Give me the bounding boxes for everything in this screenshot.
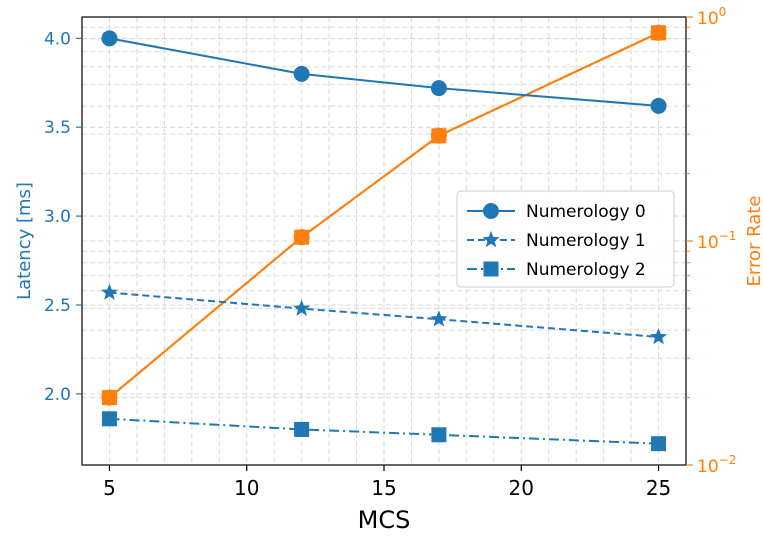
- data-point-square: [651, 436, 667, 452]
- data-point-circle: [101, 30, 118, 47]
- data-point-star: [100, 283, 119, 300]
- data-point-square: [101, 390, 117, 406]
- x-tick-label: 5: [103, 476, 116, 500]
- data-point-square: [294, 421, 310, 437]
- series-line: [109, 37, 659, 107]
- data-point-circle: [650, 97, 667, 114]
- data-point-circle: [483, 203, 499, 219]
- left-y-tick-label: 3.0: [44, 207, 71, 227]
- right-y-axis-label: Error Rate: [744, 196, 763, 287]
- legend: Numerology 0 Numerology 1 Numerology 2: [456, 190, 675, 288]
- data-point-square: [651, 25, 667, 41]
- data-point-star: [430, 310, 448, 327]
- left-y-tick-label: 2.0: [44, 385, 71, 405]
- data-point-square: [431, 128, 447, 144]
- x-tick-label: 25: [646, 476, 671, 500]
- series-latency-dashed: [100, 283, 668, 345]
- series-line: [108, 31, 659, 399]
- right-y-tick-label: 10−2: [697, 453, 736, 477]
- legend-label: Numerology 1: [526, 231, 646, 251]
- data-point-circle: [293, 65, 310, 82]
- left-y-axis-label: Latency [ms]: [14, 182, 35, 300]
- data-point-square: [101, 411, 117, 427]
- data-point-star: [482, 231, 500, 248]
- left-y-tick-label: 4.0: [44, 29, 71, 49]
- series-latency-dashdot: [101, 411, 667, 452]
- x-axis-label: MCS: [358, 506, 411, 534]
- plot-series: [100, 23, 668, 452]
- right-y-tick-label: 10−1: [697, 229, 736, 253]
- data-point-square: [294, 229, 310, 245]
- data-point-square: [483, 261, 499, 277]
- data-point-star: [293, 299, 311, 316]
- x-tick-label: 10: [234, 476, 259, 500]
- left-y-tick-label: 3.5: [44, 118, 71, 138]
- right-y-tick-label: 100: [697, 5, 726, 29]
- series-line: [109, 291, 659, 338]
- data-point-square: [431, 427, 447, 443]
- series-error-rate-dashdot: [101, 25, 667, 406]
- series-line: [109, 417, 659, 445]
- axes: 5 10 15 20 25 2.0 2.5 3.0 3.5 4.0 10−2 10−1 100: [44, 5, 736, 500]
- left-y-tick-label: 2.5: [44, 296, 71, 316]
- x-tick-label: 15: [371, 476, 396, 500]
- series-latency-solid: [101, 30, 667, 114]
- data-point-circle: [430, 80, 447, 97]
- legend-label: Numerology 2: [526, 260, 646, 280]
- data-point-star: [649, 328, 668, 345]
- x-tick-label: 20: [509, 476, 534, 500]
- legend-box: [456, 190, 675, 288]
- legend-label: Numerology 0: [526, 202, 646, 222]
